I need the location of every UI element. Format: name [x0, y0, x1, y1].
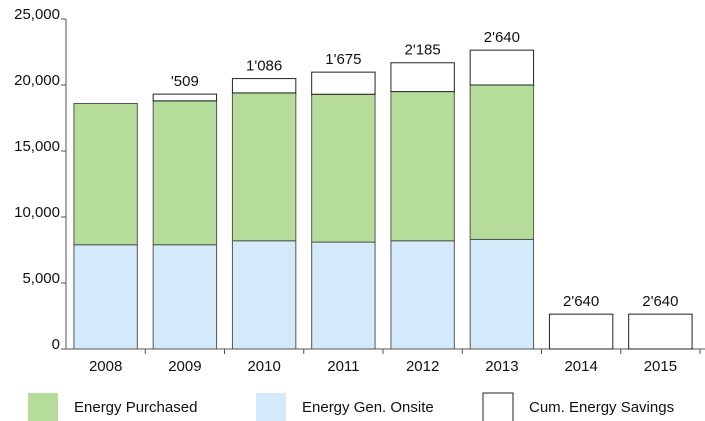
y-tick-label: 20,000 — [14, 72, 60, 89]
x-tick-label: 2010 — [247, 358, 280, 375]
x-tick-label: 2012 — [406, 358, 439, 375]
bar-segment — [231, 78, 297, 94]
bar-segment — [469, 84, 535, 240]
value-label: 2'640 — [642, 293, 678, 310]
y-tick-label: 15,000 — [14, 138, 60, 155]
bar-segment — [390, 240, 455, 350]
value-label: 1'086 — [246, 58, 282, 75]
y-tick-label: 25,000 — [14, 6, 60, 23]
bar-segment — [152, 244, 218, 350]
bar-segment — [311, 241, 376, 350]
bar-segment — [548, 313, 614, 350]
y-tick-label: 10,000 — [14, 204, 60, 221]
x-tick-label: 2011 — [327, 358, 359, 375]
bar-segment — [390, 91, 455, 242]
bar-segment — [231, 92, 297, 242]
legend-label: Energy Gen. Onsite — [302, 399, 434, 416]
bar-segment — [469, 238, 535, 350]
bar-segment — [73, 244, 138, 350]
value-label: 2'185 — [405, 42, 441, 59]
legend-swatch — [482, 392, 514, 421]
x-tick-label: 2014 — [564, 358, 597, 375]
bar-segment — [73, 102, 138, 246]
bar-segment — [390, 62, 455, 93]
bar-segment — [628, 313, 693, 350]
x-tick-label: 2013 — [485, 358, 518, 375]
bar-segment — [469, 49, 535, 86]
bar-segment — [231, 240, 297, 350]
value-label: '509 — [171, 73, 199, 90]
bar-segment — [152, 100, 218, 246]
y-tick-label: 5,000 — [22, 270, 60, 287]
bar-segment — [152, 93, 218, 102]
value-label: 1'675 — [325, 51, 361, 68]
y-tick-label: 0 — [52, 336, 60, 353]
x-tick-label: 2015 — [644, 358, 677, 375]
legend-swatch — [28, 393, 58, 421]
x-tick-label: 2009 — [168, 358, 201, 375]
value-label: 2'640 — [563, 293, 599, 310]
legend-label: Cum. Energy Savings — [529, 399, 674, 416]
bar-segment — [311, 93, 376, 243]
legend-label: Energy Purchased — [74, 399, 197, 416]
legend-swatch — [256, 393, 286, 421]
value-label: 2'640 — [484, 29, 520, 46]
bar-segment — [311, 71, 376, 95]
x-tick-label: 2008 — [89, 358, 122, 375]
